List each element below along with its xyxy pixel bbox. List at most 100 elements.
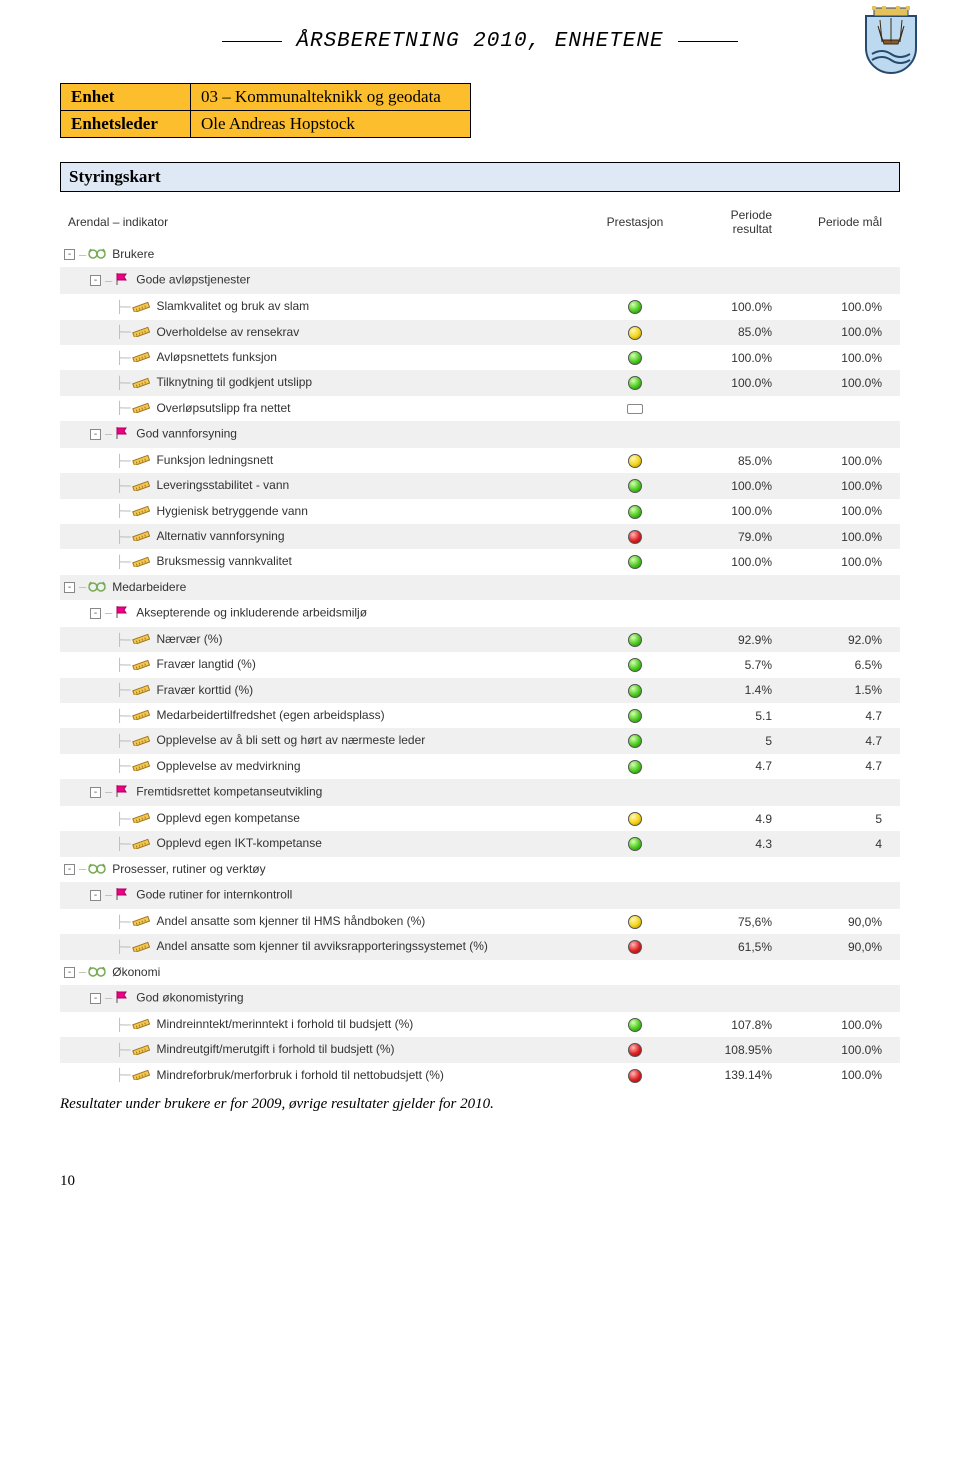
prestasjon-cell	[590, 267, 680, 294]
kpi-ruler-icon	[132, 683, 150, 698]
indicator-cell: ├─Fravær langtid (%)	[60, 652, 590, 677]
prestasjon-cell	[590, 882, 680, 909]
prestasjon-cell	[590, 294, 680, 319]
prestasjon-cell	[590, 473, 680, 498]
expand-toggle-icon[interactable]: -	[64, 249, 75, 260]
indicator-label: Slamkvalitet og bruk av slam	[156, 299, 309, 313]
status-led-yellow-icon	[628, 812, 642, 826]
goal-flag-icon	[114, 887, 130, 904]
goal-flag-icon	[114, 272, 130, 289]
kpi-ruler-icon	[132, 401, 150, 416]
status-led-green-icon	[628, 633, 642, 647]
expand-toggle-icon[interactable]: -	[64, 864, 75, 875]
kpi-ruler-icon	[132, 708, 150, 723]
kpi-ruler-icon	[132, 914, 150, 929]
result-cell: 100.0%	[680, 345, 790, 370]
tree-connector-icon: ├─	[116, 351, 130, 365]
expand-toggle-icon[interactable]: -	[90, 608, 101, 619]
goal-cell: 5	[790, 806, 900, 831]
kpi-ruler-icon	[132, 1017, 150, 1032]
indicator-cell: -—Gode rutiner for internkontroll	[60, 882, 590, 909]
expand-toggle-icon[interactable]: -	[90, 787, 101, 798]
expand-toggle-icon[interactable]: -	[90, 993, 101, 1004]
tree-connector-icon: ├─	[116, 530, 130, 544]
kpi-ruler-icon	[132, 453, 150, 468]
prestasjon-cell	[590, 779, 680, 806]
indicator-cell: ├─Mindreforbruk/merforbruk i forhold til…	[60, 1063, 590, 1088]
result-cell	[680, 421, 790, 448]
goal-cell	[790, 882, 900, 909]
indicator-cell: ├─Tilknytning til godkjent utslipp	[60, 370, 590, 395]
goal-cell	[790, 600, 900, 627]
scorecard-row: -—Gode rutiner for internkontroll	[60, 882, 900, 909]
result-cell	[680, 267, 790, 294]
result-cell: 100.0%	[680, 499, 790, 524]
tree-connector-icon: ├─	[116, 1043, 130, 1057]
indicator-cell: -—Gode avløpstjenester	[60, 267, 590, 294]
prestasjon-cell	[590, 370, 680, 395]
indicator-label: Opplevd egen kompetanse	[156, 811, 299, 825]
prestasjon-cell	[590, 499, 680, 524]
goal-cell: 100.0%	[790, 473, 900, 498]
indicator-label: Brukere	[112, 247, 154, 261]
result-cell	[680, 960, 790, 985]
status-led-green-icon	[628, 505, 642, 519]
kpi-ruler-icon	[132, 837, 150, 852]
indicator-label: Bruksmessig vannkvalitet	[156, 554, 291, 568]
prestasjon-cell	[590, 1063, 680, 1088]
result-cell	[680, 575, 790, 600]
result-cell: 100.0%	[680, 473, 790, 498]
tree-connector-icon: ├─	[116, 734, 130, 748]
status-led-red-icon	[628, 940, 642, 954]
result-cell: 85.0%	[680, 320, 790, 345]
scorecard-row: ├─Medarbeidertilfredshet (egen arbeidspl…	[60, 703, 900, 728]
tree-connector-icon: ├─	[116, 709, 130, 723]
perspective-icon	[88, 247, 106, 262]
expand-toggle-icon[interactable]: -	[64, 967, 75, 978]
indicator-label: Aksepterende og inkluderende arbeidsmilj…	[136, 606, 367, 620]
goal-cell: 4.7	[790, 754, 900, 779]
indicator-label: Fravær langtid (%)	[156, 657, 255, 671]
goal-flag-icon	[114, 605, 130, 622]
expand-toggle-icon[interactable]: -	[90, 275, 101, 286]
goal-cell: 100.0%	[790, 1012, 900, 1037]
kpi-ruler-icon	[132, 300, 150, 315]
goal-flag-icon	[114, 990, 130, 1007]
header-rule-right	[678, 41, 738, 42]
scorecard-header-row: Arendal – indikator Prestasjon Periode r…	[60, 202, 900, 242]
indicator-cell: ├─Overløpsutslipp fra nettet	[60, 396, 590, 421]
prestasjon-cell	[590, 421, 680, 448]
indicator-cell: ├─Alternativ vannforsyning	[60, 524, 590, 549]
scorecard-row: ├─Funksjon ledningsnett85.0%100.0%	[60, 448, 900, 473]
prestasjon-cell	[590, 1037, 680, 1062]
expand-toggle-icon[interactable]: -	[90, 429, 101, 440]
kpi-ruler-icon	[132, 811, 150, 826]
status-led-green-icon	[628, 300, 642, 314]
status-led-green-icon	[628, 479, 642, 493]
prestasjon-cell	[590, 857, 680, 882]
status-led-green-icon	[628, 351, 642, 365]
result-cell: 75,6%	[680, 909, 790, 934]
tree-connector-icon: ├─	[116, 915, 130, 929]
tree-connector-icon: ├─	[116, 300, 130, 314]
kpi-ruler-icon	[132, 940, 150, 955]
scorecard-caption: Resultater under brukere er for 2009, øv…	[60, 1096, 900, 1113]
kpi-ruler-icon	[132, 734, 150, 749]
prestasjon-cell	[590, 831, 680, 856]
tree-connector-icon: ├─	[116, 401, 130, 415]
result-cell	[680, 882, 790, 909]
indicator-cell: -—Medarbeidere	[60, 575, 590, 600]
prestasjon-cell	[590, 242, 680, 267]
goal-cell	[790, 985, 900, 1012]
status-led-red-icon	[628, 1043, 642, 1057]
prestasjon-cell	[590, 1012, 680, 1037]
indicator-cell: ├─Medarbeidertilfredshet (egen arbeidspl…	[60, 703, 590, 728]
scorecard-row: -—God vannforsyning	[60, 421, 900, 448]
indicator-label: Medarbeidere	[112, 580, 186, 594]
prestasjon-cell	[590, 524, 680, 549]
expand-toggle-icon[interactable]: -	[90, 890, 101, 901]
indicator-cell: ├─Avløpsnettets funksjon	[60, 345, 590, 370]
tree-connector-icon: ├─	[116, 759, 130, 773]
prestasjon-cell	[590, 627, 680, 652]
expand-toggle-icon[interactable]: -	[64, 582, 75, 593]
